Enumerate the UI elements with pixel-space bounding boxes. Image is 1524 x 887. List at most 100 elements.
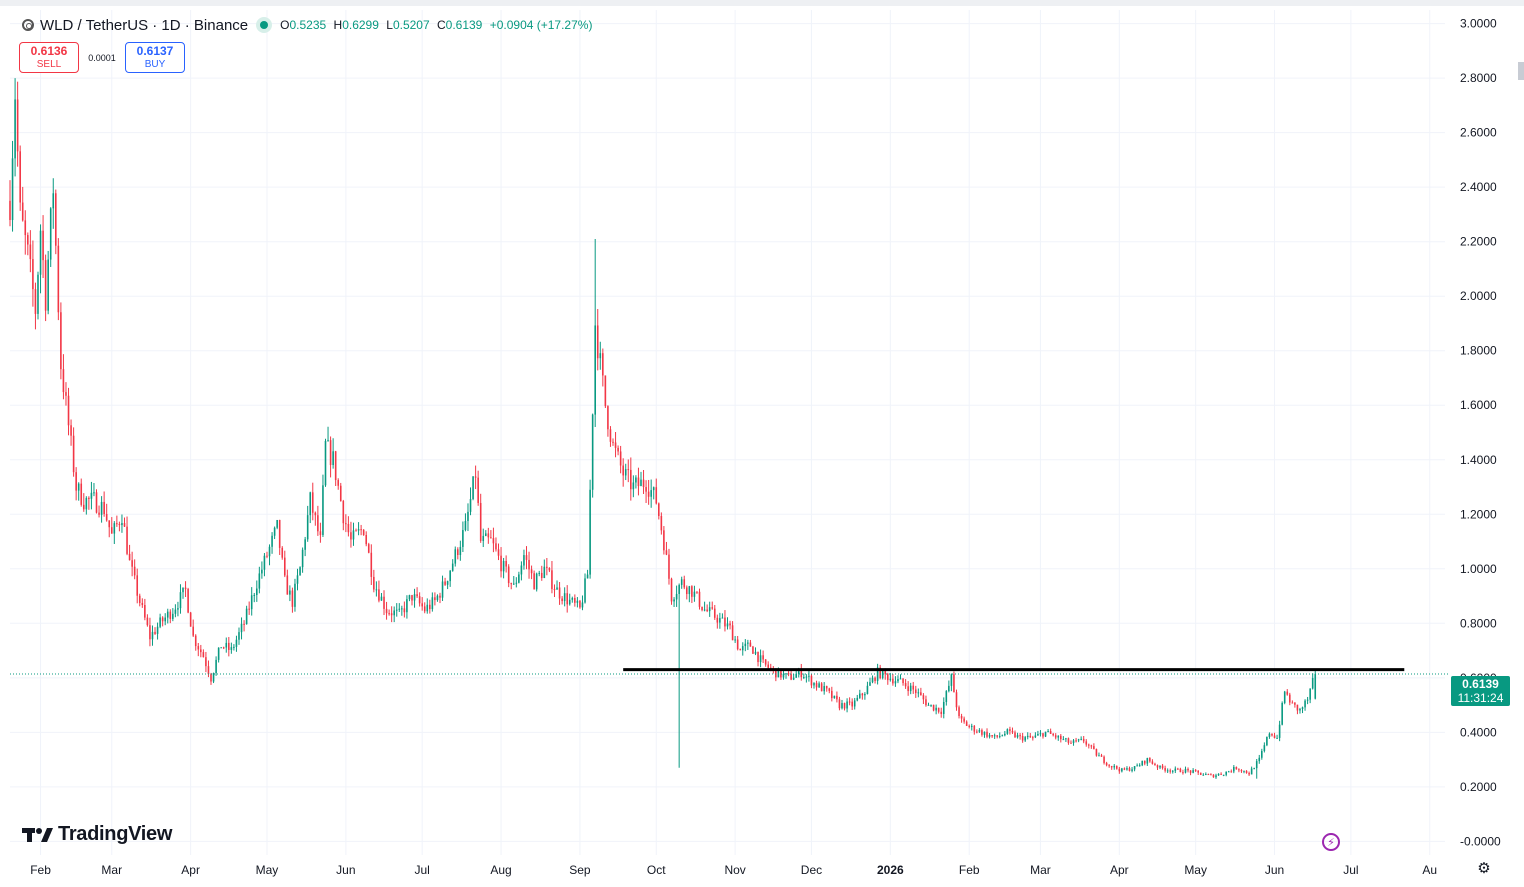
candle-down: [110, 527, 113, 534]
candle-up: [1044, 731, 1047, 737]
candle-up: [263, 555, 266, 570]
candle-down: [360, 529, 362, 531]
candle-down: [34, 289, 37, 314]
candle-down: [1093, 746, 1095, 749]
candle-up: [930, 704, 932, 706]
candle-up: [1034, 735, 1037, 738]
sell-button[interactable]: 0.6136 SELL: [19, 42, 79, 73]
settings-gear-icon[interactable]: ⚙: [1477, 860, 1491, 877]
candle-down: [444, 581, 446, 585]
candle-down: [329, 440, 332, 466]
candle-up: [797, 669, 800, 674]
candle-down: [1011, 730, 1014, 733]
price-axis-label: 2.0000: [1460, 289, 1497, 303]
candle-down: [752, 646, 754, 654]
time-axis-label: Mar: [1030, 863, 1051, 877]
candle-up: [151, 631, 154, 640]
symbol-logo-icon: [22, 19, 34, 31]
candle-down: [1199, 772, 1202, 775]
candle-up: [581, 602, 584, 608]
candle-down: [892, 678, 894, 684]
candle-down: [683, 579, 686, 588]
symbol-title[interactable]: WLD / TetherUS · 1D · Binance: [40, 16, 249, 34]
candle-up: [754, 651, 757, 654]
candle-down: [668, 554, 670, 579]
candle-down: [665, 550, 668, 555]
candle-down: [1189, 770, 1192, 773]
lightning-icon[interactable]: ⚡: [1322, 833, 1340, 851]
trade-buttons: 0.6136 SELL 0.0001 0.6137 BUY: [19, 42, 185, 73]
candle-down: [775, 668, 777, 678]
candle-down: [920, 692, 922, 696]
candle-down: [1110, 765, 1113, 768]
candle-up: [1006, 729, 1009, 734]
candle-up: [726, 623, 729, 627]
candle-up: [159, 617, 161, 627]
candle-up: [426, 604, 429, 612]
candle-down: [62, 369, 65, 393]
candle-down: [1054, 735, 1057, 738]
candle-up: [121, 523, 123, 526]
time-axis-label: Mar: [101, 863, 122, 877]
candle-up: [998, 735, 1001, 737]
candle-down: [787, 673, 790, 675]
candle-up: [869, 682, 871, 686]
candle-down: [1143, 760, 1146, 764]
candle-layer: [9, 78, 1317, 779]
candle-down: [495, 543, 497, 550]
candle-up: [1255, 761, 1258, 769]
candle-up: [1253, 768, 1255, 770]
candle-down: [937, 707, 940, 712]
time-axis-label: Feb: [959, 863, 980, 877]
price-axis: 3.0000 2.8000 2.6000 2.4000 2.2000 2.0000 1.80…: [1460, 17, 1501, 849]
price-scale-handle[interactable]: [1518, 62, 1524, 80]
candle-down: [815, 682, 818, 688]
candle-up: [380, 596, 383, 601]
candle-down: [922, 695, 925, 700]
candle-down: [32, 259, 34, 290]
candle-down: [965, 721, 968, 726]
price-axis-label: 2.4000: [1460, 180, 1497, 194]
candle-up: [680, 579, 683, 585]
candle-up: [451, 563, 454, 571]
candle-up: [741, 646, 744, 651]
candle-up: [1227, 771, 1230, 773]
market-status-dot-icon[interactable]: [260, 21, 269, 29]
candle-down: [904, 683, 907, 687]
candle-up: [515, 582, 518, 584]
candle-down: [317, 515, 319, 532]
candle-down: [194, 635, 197, 647]
sell-price: 0.6136: [30, 43, 68, 58]
candle-up: [640, 479, 642, 487]
candle-down: [551, 570, 553, 590]
candle-down: [691, 586, 693, 597]
candle-down: [487, 533, 490, 538]
candle-down: [457, 549, 459, 556]
candle-up: [375, 589, 378, 591]
candle-down: [637, 477, 640, 487]
candle-down: [439, 595, 441, 598]
candle-up: [1016, 735, 1019, 738]
candle-down: [105, 514, 108, 521]
candle-down: [378, 589, 380, 601]
candle-up: [1001, 735, 1004, 737]
candle-up: [970, 725, 973, 727]
candle-down: [334, 451, 337, 481]
candle-down: [210, 674, 212, 682]
candle-down: [423, 606, 426, 612]
candle-up: [472, 476, 474, 500]
candle-up: [52, 193, 55, 209]
candle-down: [1179, 768, 1182, 773]
candle-up: [719, 618, 721, 623]
candle-up: [1072, 740, 1075, 744]
candle-up: [85, 497, 88, 510]
candle-down: [169, 611, 172, 619]
candle-down: [1169, 770, 1172, 772]
buy-button[interactable]: 0.6137 BUY: [125, 42, 185, 73]
candle-down: [836, 695, 838, 700]
tradingview-logo[interactable]: TradingView: [22, 823, 172, 846]
candle-down: [123, 523, 126, 527]
candle-up: [897, 679, 899, 682]
